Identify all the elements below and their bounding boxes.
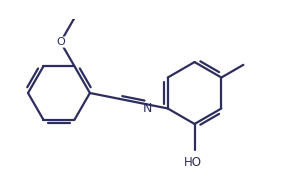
Text: N: N <box>143 102 152 115</box>
Text: HO: HO <box>184 155 202 169</box>
Text: O: O <box>56 37 65 47</box>
